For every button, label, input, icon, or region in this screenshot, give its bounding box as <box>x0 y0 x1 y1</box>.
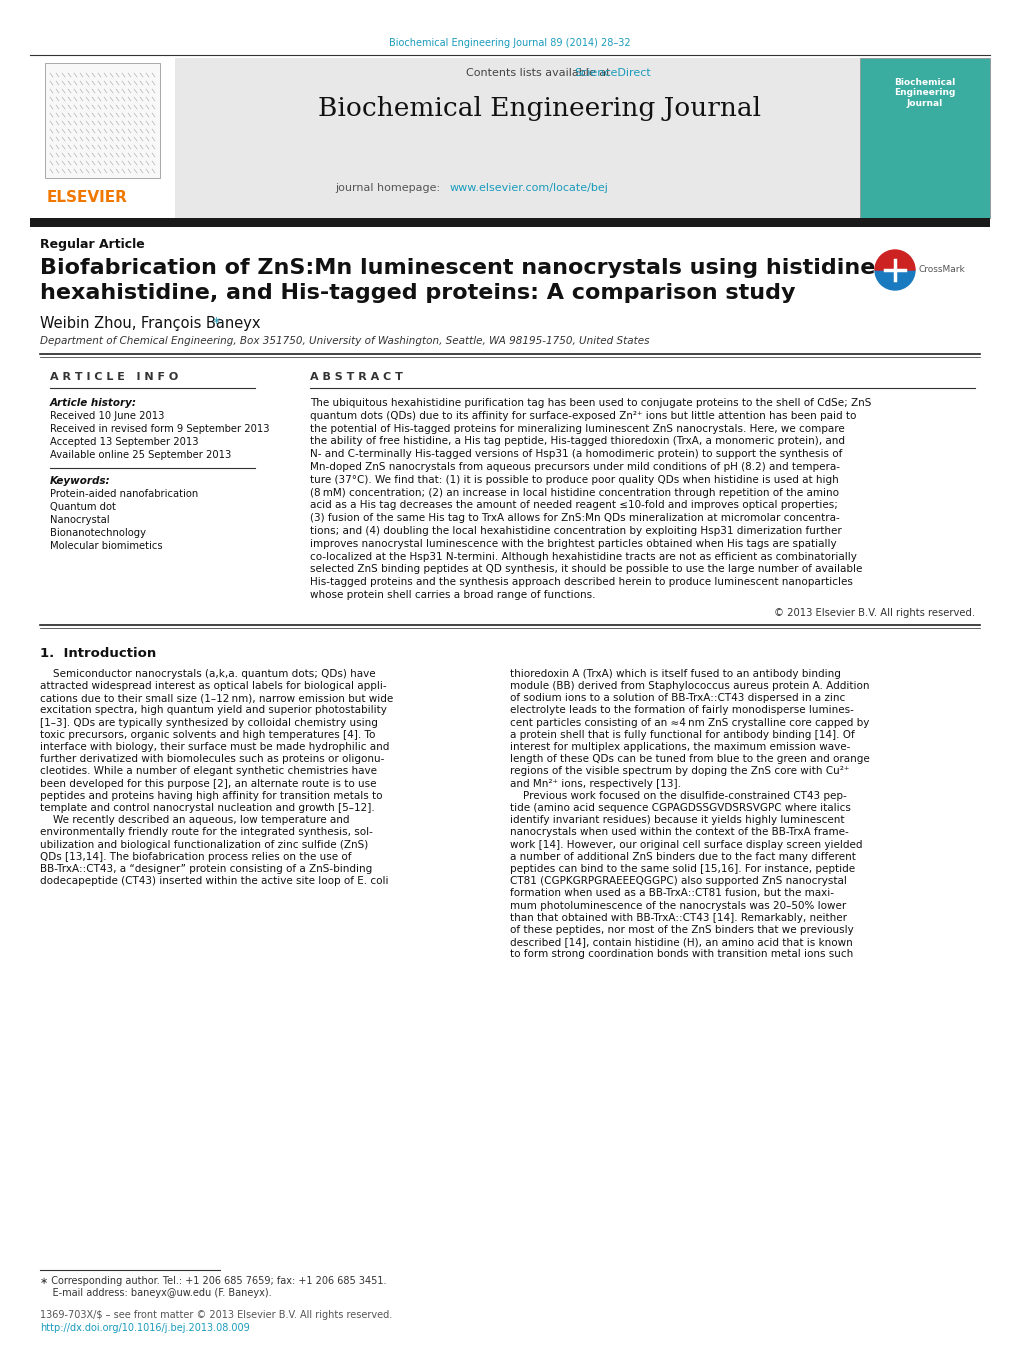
Text: Keywords:: Keywords: <box>50 476 110 486</box>
Text: regions of the visible spectrum by doping the ZnS core with Cu²⁺: regions of the visible spectrum by dopin… <box>510 766 849 777</box>
Text: template and control nanocrystal nucleation and growth [5–12].: template and control nanocrystal nucleat… <box>40 802 374 813</box>
Text: to form strong coordination bonds with transition metal ions such: to form strong coordination bonds with t… <box>510 950 853 959</box>
Text: Protein-aided nanofabrication: Protein-aided nanofabrication <box>50 489 198 499</box>
Text: toxic precursors, organic solvents and high temperatures [4]. To: toxic precursors, organic solvents and h… <box>40 730 375 740</box>
Text: attracted widespread interest as optical labels for biological appli-: attracted widespread interest as optical… <box>40 681 386 690</box>
Text: Previous work focused on the disulfide-constrained CT43 pep-: Previous work focused on the disulfide-c… <box>510 790 846 801</box>
Text: mum photoluminescence of the nanocrystals was 20–50% lower: mum photoluminescence of the nanocrystal… <box>510 901 846 911</box>
Text: thioredoxin A (TrxA) which is itself fused to an antibody binding: thioredoxin A (TrxA) which is itself fus… <box>510 669 840 678</box>
Text: the ability of free histidine, a His tag peptide, His-tagged thioredoxin (TrxA, : the ability of free histidine, a His tag… <box>310 436 844 446</box>
Text: a number of additional ZnS binders due to the fact many different: a number of additional ZnS binders due t… <box>510 851 855 862</box>
Text: cent particles consisting of an ≈4 nm ZnS crystalline core capped by: cent particles consisting of an ≈4 nm Zn… <box>510 717 868 728</box>
Text: ScienceDirect: ScienceDirect <box>574 68 650 78</box>
Text: ELSEVIER: ELSEVIER <box>47 190 127 205</box>
Text: cations due to their small size (1–12 nm), narrow emission but wide: cations due to their small size (1–12 nm… <box>40 693 393 704</box>
Text: Received in revised form 9 September 2013: Received in revised form 9 September 201… <box>50 424 269 434</box>
Text: interface with biology, their surface must be made hydrophilic and: interface with biology, their surface mu… <box>40 742 389 753</box>
Text: We recently described an aqueous, low temperature and: We recently described an aqueous, low te… <box>40 815 350 825</box>
Text: peptides and proteins having high affinity for transition metals to: peptides and proteins having high affini… <box>40 790 382 801</box>
Text: formation when used as a BB-TrxA::CT81 fusion, but the maxi-: formation when used as a BB-TrxA::CT81 f… <box>510 889 834 898</box>
Bar <box>859 58 989 218</box>
Text: dodecapeptide (CT43) inserted within the active site loop of E. coli: dodecapeptide (CT43) inserted within the… <box>40 877 388 886</box>
Text: tide (amino acid sequence CGPAGDSSGVDSRSVGPC where italics: tide (amino acid sequence CGPAGDSSGVDSRS… <box>510 802 850 813</box>
Text: work [14]. However, our original cell surface display screen yielded: work [14]. However, our original cell su… <box>510 839 862 850</box>
Text: hexahistidine, and His-tagged proteins: A comparison study: hexahistidine, and His-tagged proteins: … <box>40 282 795 303</box>
Text: Contents lists available at: Contents lists available at <box>466 68 613 78</box>
Text: length of these QDs can be tuned from blue to the green and orange: length of these QDs can be tuned from bl… <box>510 754 869 765</box>
Text: Article history:: Article history: <box>50 399 137 408</box>
Text: Bionanotechnology: Bionanotechnology <box>50 528 146 538</box>
Text: ubilization and biological functionalization of zinc sulfide (ZnS): ubilization and biological functionaliza… <box>40 839 368 850</box>
Text: journal homepage:: journal homepage: <box>334 182 443 193</box>
Text: Department of Chemical Engineering, Box 351750, University of Washington, Seattl: Department of Chemical Engineering, Box … <box>40 336 649 346</box>
Text: Weibin Zhou, François Baneyx: Weibin Zhou, François Baneyx <box>40 316 260 331</box>
Text: *: * <box>213 316 220 330</box>
Text: E-mail address: baneyx@uw.edu (F. Baneyx).: E-mail address: baneyx@uw.edu (F. Baneyx… <box>40 1288 271 1298</box>
Text: N- and C-terminally His-tagged versions of Hsp31 (a homodimeric protein) to supp: N- and C-terminally His-tagged versions … <box>310 449 842 459</box>
Text: module (BB) derived from Staphylococcus aureus protein A. Addition: module (BB) derived from Staphylococcus … <box>510 681 868 690</box>
Text: of sodium ions to a solution of BB-TrxA::CT43 dispersed in a zinc: of sodium ions to a solution of BB-TrxA:… <box>510 693 845 704</box>
Text: Mn-doped ZnS nanocrystals from aqueous precursors under mild conditions of pH (8: Mn-doped ZnS nanocrystals from aqueous p… <box>310 462 840 471</box>
Text: Molecular biomimetics: Molecular biomimetics <box>50 540 162 551</box>
Bar <box>30 58 859 218</box>
Text: Semiconductor nanocrystals (a,k,a. quantum dots; QDs) have: Semiconductor nanocrystals (a,k,a. quant… <box>40 669 375 678</box>
Text: quantum dots (QDs) due to its affinity for surface-exposed Zn²⁺ ions but little : quantum dots (QDs) due to its affinity f… <box>310 411 856 420</box>
Text: interest for multiplex applications, the maximum emission wave-: interest for multiplex applications, the… <box>510 742 850 753</box>
Wedge shape <box>874 250 914 270</box>
Text: improves nanocrystal luminescence with the brightest particles obtained when His: improves nanocrystal luminescence with t… <box>310 539 836 549</box>
Text: A R T I C L E   I N F O: A R T I C L E I N F O <box>50 372 178 382</box>
Text: 1.  Introduction: 1. Introduction <box>40 647 156 659</box>
Bar <box>30 58 175 218</box>
Text: A B S T R A C T: A B S T R A C T <box>310 372 403 382</box>
Text: Biochemical
Engineering
Journal: Biochemical Engineering Journal <box>894 78 955 108</box>
Text: (3) fusion of the same His tag to TrxA allows for ZnS:Mn QDs mineralization at m: (3) fusion of the same His tag to TrxA a… <box>310 513 839 523</box>
Text: www.elsevier.com/locate/bej: www.elsevier.com/locate/bej <box>449 182 608 193</box>
Text: Biofabrication of ZnS:Mn luminescent nanocrystals using histidine,: Biofabrication of ZnS:Mn luminescent nan… <box>40 258 882 278</box>
Text: [1–3]. QDs are typically synthesized by colloidal chemistry using: [1–3]. QDs are typically synthesized by … <box>40 717 377 728</box>
Text: CT81 (CGPKGRPGRAEEEQGGPC) also supported ZnS nanocrystal: CT81 (CGPKGRPGRAEEEQGGPC) also supported… <box>510 877 846 886</box>
Text: QDs [13,14]. The biofabrication process relies on the use of: QDs [13,14]. The biofabrication process … <box>40 851 352 862</box>
Text: of these peptides, nor most of the ZnS binders that we previously: of these peptides, nor most of the ZnS b… <box>510 925 853 935</box>
Text: tions; and (4) doubling the local hexahistidine concentration by exploiting Hsp3: tions; and (4) doubling the local hexahi… <box>310 526 841 536</box>
Text: further derivatized with biomolecules such as proteins or oligonu-: further derivatized with biomolecules su… <box>40 754 384 765</box>
Text: described [14], contain histidine (H), an amino acid that is known: described [14], contain histidine (H), a… <box>510 938 852 947</box>
Text: ∗ Corresponding author. Tel.: +1 206 685 7659; fax: +1 206 685 3451.: ∗ Corresponding author. Tel.: +1 206 685… <box>40 1275 386 1286</box>
Text: whose protein shell carries a broad range of functions.: whose protein shell carries a broad rang… <box>310 590 595 600</box>
Text: nanocrystals when used within the context of the BB-TrxA frame-: nanocrystals when used within the contex… <box>510 827 848 838</box>
Text: Quantum dot: Quantum dot <box>50 503 116 512</box>
Wedge shape <box>874 270 914 290</box>
Bar <box>30 218 989 227</box>
Text: acid as a His tag decreases the amount of needed reagent ≤10-fold and improves o: acid as a His tag decreases the amount o… <box>310 500 837 511</box>
Text: Accepted 13 September 2013: Accepted 13 September 2013 <box>50 436 199 447</box>
Text: CrossMark: CrossMark <box>918 266 965 274</box>
Text: electrolyte leads to the formation of fairly monodisperse lumines-: electrolyte leads to the formation of fa… <box>510 705 853 716</box>
Text: Biochemical Engineering Journal 89 (2014) 28–32: Biochemical Engineering Journal 89 (2014… <box>389 38 630 49</box>
Text: Available online 25 September 2013: Available online 25 September 2013 <box>50 450 231 459</box>
Text: Nanocrystal: Nanocrystal <box>50 515 109 526</box>
Text: the potential of His-tagged proteins for mineralizing luminescent ZnS nanocrysta: the potential of His-tagged proteins for… <box>310 424 844 434</box>
Bar <box>45 63 160 178</box>
Text: a protein shell that is fully functional for antibody binding [14]. Of: a protein shell that is fully functional… <box>510 730 854 740</box>
Text: (8 mM) concentration; (2) an increase in local histidine concentration through r: (8 mM) concentration; (2) an increase in… <box>310 488 839 497</box>
Text: © 2013 Elsevier B.V. All rights reserved.: © 2013 Elsevier B.V. All rights reserved… <box>773 608 974 617</box>
Text: and Mn²⁺ ions, respectively [13].: and Mn²⁺ ions, respectively [13]. <box>510 778 681 789</box>
Text: than that obtained with BB-TrxA::CT43 [14]. Remarkably, neither: than that obtained with BB-TrxA::CT43 [1… <box>510 913 846 923</box>
Text: Biochemical Engineering Journal: Biochemical Engineering Journal <box>318 96 761 122</box>
Text: His-tagged proteins and the synthesis approach described herein to produce lumin: His-tagged proteins and the synthesis ap… <box>310 577 852 588</box>
Text: excitation spectra, high quantum yield and superior photostability: excitation spectra, high quantum yield a… <box>40 705 386 716</box>
Text: cleotides. While a number of elegant synthetic chemistries have: cleotides. While a number of elegant syn… <box>40 766 377 777</box>
Text: environmentally friendly route for the integrated synthesis, sol-: environmentally friendly route for the i… <box>40 827 373 838</box>
Text: identify invariant residues) because it yields highly luminescent: identify invariant residues) because it … <box>510 815 844 825</box>
Text: co-localized at the Hsp31 N-termini. Although hexahistidine tracts are not as ef: co-localized at the Hsp31 N-termini. Alt… <box>310 551 856 562</box>
Text: Regular Article: Regular Article <box>40 238 145 251</box>
Text: http://dx.doi.org/10.1016/j.bej.2013.08.009: http://dx.doi.org/10.1016/j.bej.2013.08.… <box>40 1323 250 1333</box>
Text: been developed for this purpose [2], an alternate route is to use: been developed for this purpose [2], an … <box>40 778 376 789</box>
Text: Received 10 June 2013: Received 10 June 2013 <box>50 411 164 422</box>
Text: selected ZnS binding peptides at QD synthesis, it should be possible to use the : selected ZnS binding peptides at QD synt… <box>310 565 861 574</box>
Text: The ubiquitous hexahistidine purification tag has been used to conjugate protein: The ubiquitous hexahistidine purificatio… <box>310 399 870 408</box>
Text: peptides can bind to the same solid [15,16]. For instance, peptide: peptides can bind to the same solid [15,… <box>510 865 854 874</box>
Text: 1369-703X/$ – see front matter © 2013 Elsevier B.V. All rights reserved.: 1369-703X/$ – see front matter © 2013 El… <box>40 1310 392 1320</box>
Text: BB-TrxA::CT43, a “designer” protein consisting of a ZnS-binding: BB-TrxA::CT43, a “designer” protein cons… <box>40 865 372 874</box>
Text: ture (37°C). We find that: (1) it is possible to produce poor quality QDs when h: ture (37°C). We find that: (1) it is pos… <box>310 474 838 485</box>
